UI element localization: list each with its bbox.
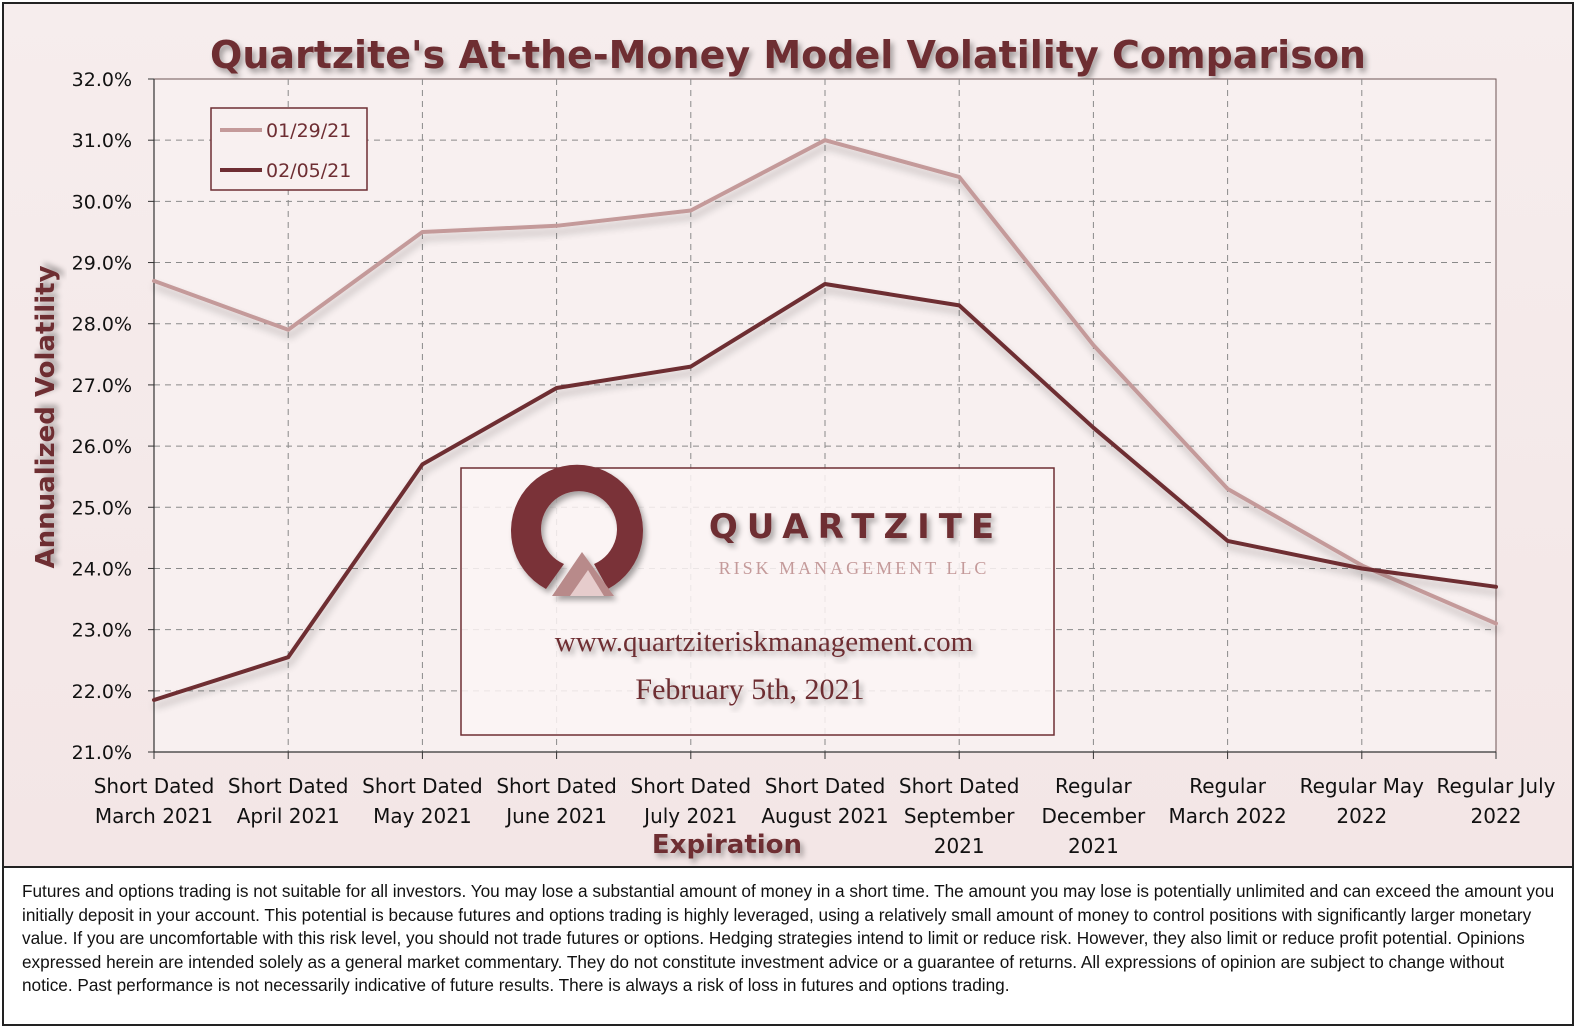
watermark-box: QUARTZITE RISK MANAGEMENT LLC www.quartz… (460, 464, 1055, 736)
x-tick-label: Short Dated July 2021 (631, 774, 752, 828)
y-tick-label: 25.0% (72, 497, 132, 519)
y-tick-label: 21.0% (72, 742, 132, 764)
x-tick-label: Short Dated April 2021 (228, 774, 349, 828)
x-tick-label-line: Short Dated (228, 774, 349, 798)
legend-box (210, 107, 368, 191)
x-tick-label: Short Dated March 2021 (94, 774, 215, 828)
x-tick-label-line: 2021 (934, 834, 985, 858)
x-tick-label-line: Short Dated (899, 774, 1020, 798)
website-url: www.quartziteriskmanagement.com (555, 626, 974, 658)
y-tick-label: 24.0% (72, 558, 132, 580)
x-tick-label-line: Regular May (1300, 774, 1425, 798)
company-subtitle: RISK MANAGEMENT LLC (719, 558, 990, 578)
x-tick-label-line: March 2021 (95, 804, 213, 828)
y-tick-label: 23.0% (72, 620, 132, 642)
legend-label-0129: 01/29/21 (266, 120, 351, 142)
x-tick-label: Short Dated June 2021 (496, 774, 617, 828)
x-tick-label-line: Regular (1055, 774, 1132, 798)
x-tick-label: Short Dated August 2021 (761, 774, 888, 828)
x-tick-label-line: March 2022 (1168, 804, 1286, 828)
watermark-date: February 5th, 2021 (635, 673, 864, 706)
y-tick-label: 28.0% (72, 314, 132, 336)
x-tick-label-line: September (904, 804, 1015, 828)
x-tick-label-line: 2022 (1336, 804, 1387, 828)
x-tick-label-line: Short Dated (94, 774, 215, 798)
y-tick-label: 27.0% (72, 375, 132, 397)
x-tick-label: Short Dated May 2021 (362, 774, 483, 828)
series (152, 138, 1498, 702)
x-tick-label: Regular March 2022 (1168, 774, 1286, 828)
x-tick-label-line: August 2021 (761, 804, 888, 828)
y-tick-label: 29.0% (72, 253, 132, 275)
y-tick-label: 32.0% (72, 69, 132, 91)
x-tick-label: Short Dated September 2021 (899, 774, 1020, 858)
x-tick-label-line: Regular July (1436, 774, 1555, 798)
x-tick-label-line: April 2021 (237, 804, 340, 828)
chart-title: Quartzite's At-the-Money Model Volatilit… (210, 33, 1366, 77)
x-tick-label: Regular December 2021 (1042, 774, 1146, 858)
y-tick-label: 22.0% (72, 681, 132, 703)
x-tick-label-line: Regular (1189, 774, 1266, 798)
y-tick-label: 26.0% (72, 436, 132, 458)
x-tick-label-line: Short Dated (362, 774, 483, 798)
x-axis-title: Expiration (652, 830, 802, 860)
y-axis-title: Annualized Volatility (31, 265, 61, 568)
x-tick-label-line: Short Dated (496, 774, 617, 798)
x-tick-label-line: Short Dated (765, 774, 886, 798)
chart-area: Quartzite's At-the-Money Model Volatilit… (4, 4, 1572, 866)
x-tick-label: Regular July 2022 (1436, 774, 1555, 828)
disclaimer-text: Futures and options trading is not suita… (4, 866, 1572, 1024)
x-tick-label-line: June 2021 (504, 804, 607, 828)
y-tick-label: 31.0% (72, 130, 132, 152)
x-tick-label-line: May 2021 (373, 804, 472, 828)
legend-label-0205: 02/05/21 (266, 160, 351, 182)
x-tick-label-line: Short Dated (631, 774, 752, 798)
company-name: QUARTZITE (709, 507, 1003, 547)
quartzite-logo-icon (510, 464, 644, 596)
x-tick-label-line: December (1042, 804, 1146, 828)
line-chart: Quartzite's At-the-Money Model Volatilit… (31, 33, 1556, 860)
legend: 01/29/21 02/05/21 (210, 107, 368, 191)
x-tick-label-line: July 2021 (642, 804, 737, 828)
axes: 21.0% 22.0% 23.0% 24.0% 25.0% 26.0% 27.0% 28.0%… (72, 69, 1556, 858)
y-tick-label: 30.0% (72, 191, 132, 213)
watermark-frame (460, 467, 1055, 736)
x-tick-label-line: 2021 (1068, 834, 1119, 858)
x-tick-label: Regular May 2022 (1300, 774, 1425, 828)
x-tick-label-line: 2022 (1471, 804, 1522, 828)
